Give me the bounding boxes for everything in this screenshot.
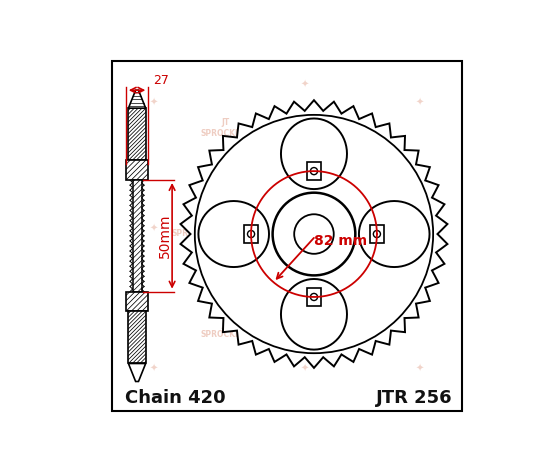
Polygon shape [128, 363, 146, 382]
Text: ✦: ✦ [416, 98, 424, 108]
Bar [133, 180, 142, 291]
Circle shape [310, 168, 318, 175]
Text: JT
SPROCKETS: JT SPROCKETS [171, 219, 223, 238]
Polygon shape [180, 100, 447, 368]
Polygon shape [281, 279, 347, 350]
Text: JT
SPROCKETS: JT SPROCKETS [323, 118, 374, 138]
Text: 82 mm: 82 mm [314, 234, 367, 248]
Bar [126, 160, 148, 180]
Polygon shape [198, 201, 269, 267]
Text: JT
SPROCKETS: JT SPROCKETS [200, 118, 251, 138]
Bar [126, 291, 148, 311]
Polygon shape [359, 201, 430, 267]
Bar [307, 163, 321, 180]
Text: JT
SPROCKETS: JT SPROCKETS [376, 219, 428, 238]
Circle shape [273, 193, 356, 276]
Text: ✦: ✦ [344, 274, 352, 284]
Bar [128, 311, 146, 363]
Bar [128, 311, 146, 363]
Text: ✦: ✦ [301, 80, 309, 90]
Bar [370, 226, 384, 243]
Bar [126, 160, 148, 180]
Text: ✦: ✦ [301, 364, 309, 374]
Polygon shape [128, 90, 146, 108]
Text: JT: JT [248, 280, 268, 299]
Text: JT
SPROCKETS: JT SPROCKETS [279, 219, 330, 238]
Text: JT
SPROCKETS: JT SPROCKETS [200, 319, 251, 339]
Polygon shape [281, 119, 347, 189]
Text: Chain 420: Chain 420 [125, 389, 226, 407]
Circle shape [310, 293, 318, 301]
Text: JT
SPROCKETS: JT SPROCKETS [323, 319, 374, 339]
Bar [126, 291, 148, 311]
Bar [128, 108, 146, 160]
Text: ✦: ✦ [150, 364, 158, 374]
Text: ✦: ✦ [416, 224, 424, 234]
Text: JT: JT [356, 162, 376, 181]
Text: JTR 256: JTR 256 [376, 389, 452, 407]
Text: JT: JT [248, 162, 268, 181]
Circle shape [294, 214, 334, 254]
Circle shape [374, 231, 380, 238]
Text: ✦: ✦ [222, 274, 230, 284]
Circle shape [248, 231, 255, 238]
Text: ✦: ✦ [416, 364, 424, 374]
Text: ✦: ✦ [222, 184, 230, 194]
Text: 50mm: 50mm [158, 213, 172, 258]
Bar [307, 288, 321, 305]
Bar [128, 108, 146, 160]
Text: ✦: ✦ [344, 184, 352, 194]
Text: ✦: ✦ [150, 224, 158, 234]
Text: 27: 27 [153, 74, 170, 87]
Text: JT: JT [356, 280, 376, 299]
Bar [244, 226, 258, 243]
Text: ✦: ✦ [150, 98, 158, 108]
Circle shape [195, 115, 433, 353]
